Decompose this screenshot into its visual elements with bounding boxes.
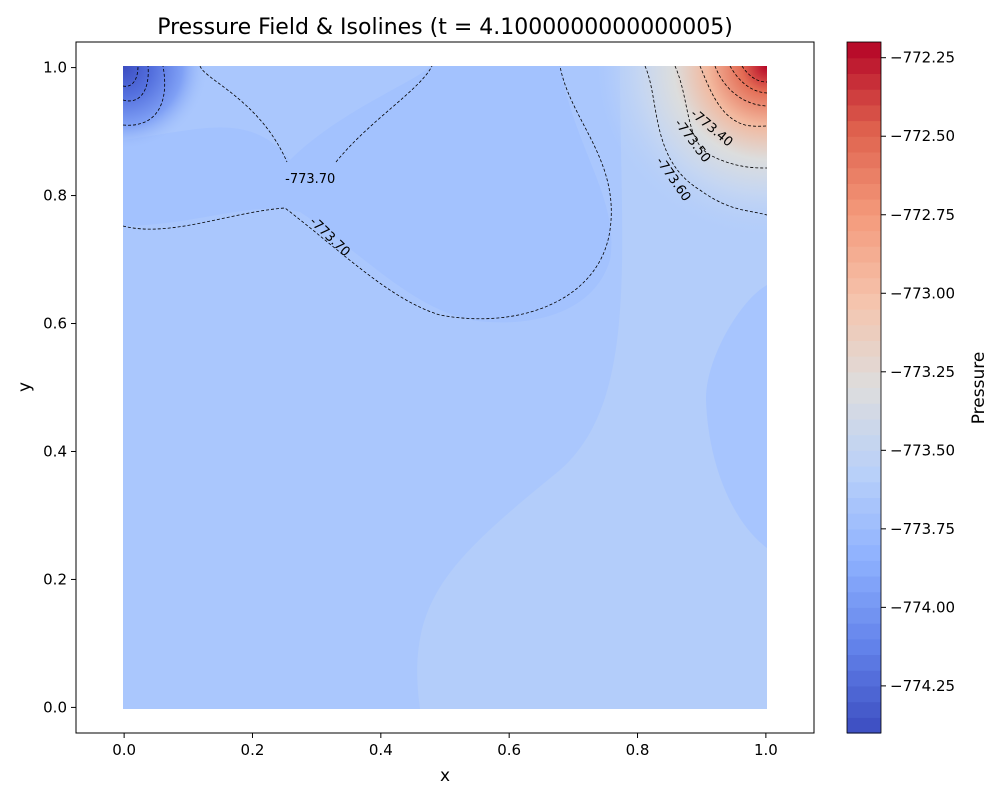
colorbar-band (847, 418, 881, 436)
colorbar-band (847, 450, 881, 467)
colorbar-band (847, 167, 881, 184)
colorbar-band (847, 481, 881, 499)
colorbar-band (847, 654, 881, 671)
colorbar-band (847, 685, 881, 703)
isoline (335, 66, 433, 163)
colorbar-band (847, 324, 881, 341)
isoline (714, 66, 767, 107)
x-tick-label: 0.6 (497, 741, 521, 759)
colorbar-band (847, 57, 881, 75)
colorbar-band (847, 230, 881, 247)
x-tick-label: 1.0 (754, 741, 778, 759)
colorbar-band (847, 308, 881, 326)
colorbar-band (847, 560, 881, 577)
colorbar-band (847, 591, 881, 608)
colorbar-bands (847, 42, 881, 734)
isoline (199, 66, 288, 163)
colorbar-band (847, 575, 881, 593)
isoline (123, 66, 139, 87)
isoline (674, 66, 767, 169)
colorbar-band (847, 497, 881, 514)
field-region-upper-middle (123, 66, 612, 323)
x-tick-label: 0.8 (626, 741, 650, 759)
y-tick-label: 1.0 (43, 59, 67, 77)
colorbar-tick-label: −773.75 (890, 520, 955, 538)
plot-area: -773.70-773.70-773.40-773.50-773.60 (123, 66, 767, 709)
colorbar-band (847, 717, 881, 734)
colorbar-band (847, 638, 881, 656)
chart-title: Pressure Field & Isolines (t = 4.1000000… (157, 15, 733, 40)
colorbar-band (847, 136, 881, 153)
colorbar-band (847, 277, 881, 294)
x-axis: 0.0 0.2 0.4 0.6 0.8 1.0 (112, 733, 778, 759)
colorbar-band (847, 246, 881, 263)
isoline (123, 66, 612, 320)
colorbar-tick-label: −772.75 (890, 206, 955, 224)
y-axis: 0.0 0.2 0.4 0.6 0.8 1.0 (43, 59, 76, 716)
isoline (699, 66, 767, 127)
colorbar-band (847, 607, 881, 624)
colorbar-band (847, 104, 881, 122)
y-tick-label: 0.8 (43, 187, 67, 205)
colorbar-tick-label: −773.00 (890, 284, 955, 302)
colorbar-band (847, 513, 881, 530)
field-region-top-left (123, 66, 208, 151)
x-tick-label: 0.0 (112, 741, 136, 759)
colorbar-tick-label: −774.25 (890, 677, 955, 695)
y-axis-label: y (15, 382, 35, 392)
field-region-right-middle (705, 285, 767, 548)
y-tick-label: 0.2 (43, 570, 67, 588)
y-tick-label: 0.6 (43, 315, 67, 333)
colorbar-band (847, 387, 881, 404)
colorbar-band (847, 199, 881, 216)
x-tick-label: 0.2 (241, 741, 265, 759)
colorbar-band (847, 73, 881, 90)
colorbar-band (847, 151, 881, 169)
colorbar-tick-label: −773.50 (890, 441, 955, 459)
x-tick-label: 0.4 (369, 741, 393, 759)
colorbar-band (847, 371, 881, 389)
isoline (123, 66, 149, 102)
colorbar-band (847, 701, 881, 718)
colorbar-band (847, 42, 881, 59)
contour-label: -773.70 (285, 172, 335, 187)
isoline (741, 66, 767, 83)
colorbar-tick-label: −774.00 (890, 598, 955, 616)
isolines (123, 66, 767, 320)
x-axis-label: x (440, 766, 450, 786)
isoline (644, 66, 767, 216)
colorbar-label: Pressure (969, 352, 989, 425)
axes-frame (75, 41, 815, 734)
colorbar-band (847, 434, 881, 451)
colorbar-band (847, 340, 881, 357)
colorbar-band (847, 261, 881, 279)
colorbar-band (847, 183, 881, 200)
colorbar-tick-label: −772.25 (890, 49, 955, 67)
colorbar-band (847, 89, 881, 106)
colorbar-band (847, 120, 881, 137)
colorbar: −774.25 −774.00 −773.75 −773.50 −773.25 −773.… (846, 41, 989, 734)
colorbar-band (847, 670, 881, 687)
y-tick-label: 0.0 (43, 698, 67, 716)
colorbar-band (847, 528, 881, 546)
colorbar-band (847, 293, 881, 310)
colorbar-band (847, 403, 881, 420)
colorbar-band (847, 356, 881, 373)
y-tick-label: 0.4 (43, 442, 67, 460)
colorbar-band (847, 466, 881, 483)
colorbar-frame (846, 41, 882, 734)
colorbar-tick-label: −773.25 (890, 363, 955, 381)
field-region-lower-right (417, 66, 767, 709)
colorbar-tick-label: −772.50 (890, 127, 955, 145)
colorbar-band (847, 214, 881, 232)
colorbar-band (847, 623, 881, 640)
colorbar-ticks: −774.25 −774.00 −773.75 −773.50 −773.25 −773.… (881, 49, 955, 695)
colorbar-band (847, 544, 881, 561)
field-region-top-right (597, 66, 767, 236)
